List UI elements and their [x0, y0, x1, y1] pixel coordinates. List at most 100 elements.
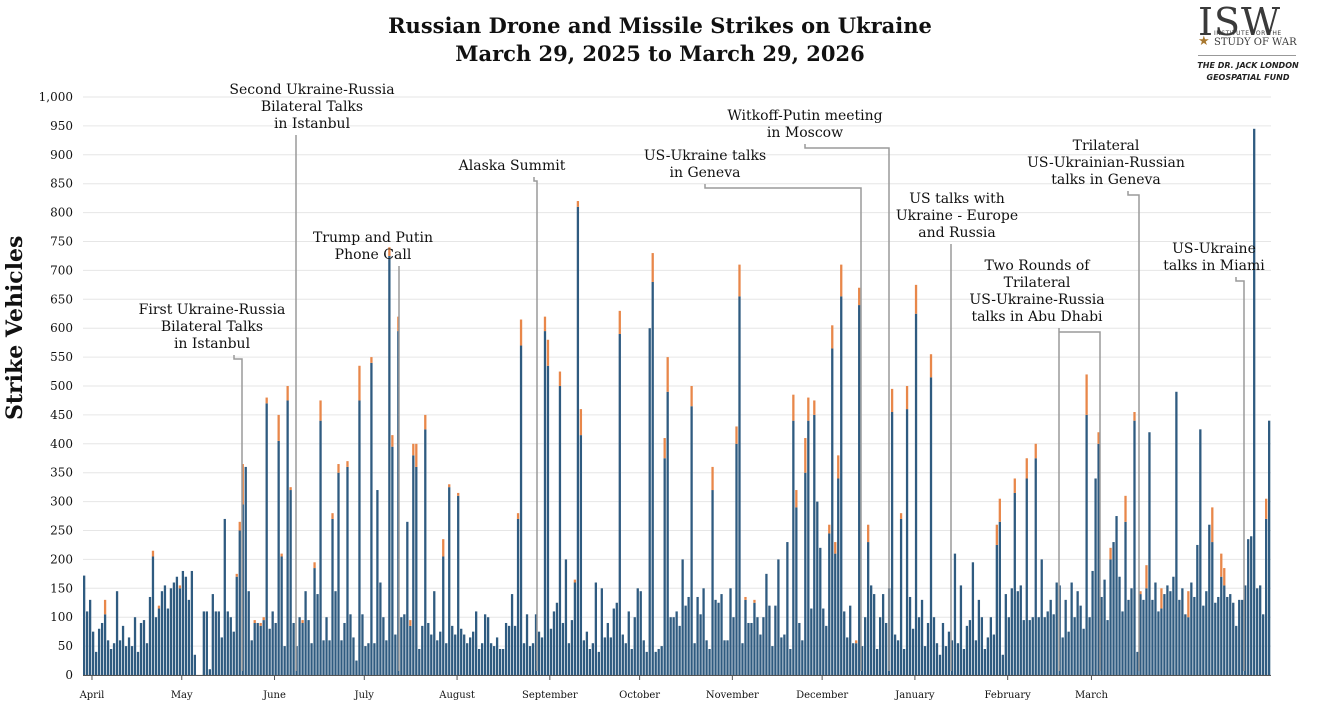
bar-base	[106, 640, 110, 675]
bar-base	[792, 420, 795, 675]
bar-base	[1130, 588, 1133, 675]
bar-base	[828, 533, 831, 675]
y-tick-label: 900	[50, 148, 73, 162]
bar-base	[837, 478, 840, 675]
bar-base	[486, 617, 490, 675]
bar-base	[1004, 594, 1007, 675]
bar-top	[1211, 507, 1214, 543]
bar-top	[807, 397, 810, 421]
bar-top	[1034, 443, 1037, 459]
bar-base	[669, 617, 672, 675]
bar-base	[409, 625, 412, 675]
bar-top	[890, 388, 894, 413]
bar-base	[738, 296, 741, 675]
bar-base	[1142, 599, 1145, 675]
bar-top	[995, 524, 998, 545]
bar-base	[1208, 524, 1211, 675]
y-tick-label: 500	[50, 379, 73, 393]
bar-base	[516, 518, 520, 675]
bar-base	[187, 599, 191, 675]
bar-top	[151, 550, 155, 557]
bar-top	[277, 414, 280, 441]
bar-base	[1094, 478, 1097, 675]
bar-base	[1019, 585, 1022, 675]
annotation-text: First Ukraine-Russia	[139, 302, 286, 318]
bar-base	[100, 622, 104, 675]
bar-base	[253, 622, 256, 675]
bar-base	[759, 634, 762, 675]
x-tick-label: April	[79, 690, 105, 701]
bar-base	[118, 640, 122, 675]
annotation-text: in Moscow	[767, 125, 843, 141]
annotation-text: Second Ukraine-Russia	[229, 82, 394, 98]
bar-base	[702, 588, 705, 675]
bar-base	[1112, 542, 1115, 675]
bar-base	[415, 466, 418, 675]
bar-top	[651, 253, 654, 282]
bar-base	[908, 596, 912, 675]
y-tick-label: 300	[50, 495, 73, 509]
bar-top	[262, 617, 265, 621]
bar-base	[654, 651, 657, 675]
bar-top	[546, 339, 550, 366]
bar-base	[169, 588, 173, 675]
bar-base	[139, 622, 143, 675]
bar-base	[720, 594, 723, 675]
bar-base	[965, 625, 969, 675]
bar-base	[1226, 596, 1229, 675]
bar-base	[103, 614, 107, 675]
bar-base	[624, 643, 627, 675]
y-tick-label: 200	[50, 552, 73, 566]
bar-base	[1082, 628, 1085, 675]
bar-base	[121, 625, 125, 675]
bar-base	[1016, 591, 1019, 675]
bar-base	[875, 648, 879, 675]
bar-base	[1265, 518, 1268, 675]
bar-base	[1217, 596, 1220, 675]
bar-base	[1247, 539, 1250, 675]
bar-base	[85, 611, 89, 675]
bar-base	[690, 406, 693, 675]
bar-base	[732, 617, 735, 675]
chart-title: Russian Drone and Missile Strikes on Ukr…	[260, 12, 1060, 68]
logo-fund-line-1: THE DR. JACK LONDON	[1197, 61, 1299, 70]
bar-base	[849, 605, 852, 675]
bar-base	[358, 400, 361, 675]
bar-base	[552, 611, 556, 675]
annotation-leader	[1059, 331, 1101, 671]
bar-base	[1166, 585, 1169, 675]
bar-base	[944, 646, 948, 675]
bar-base	[570, 620, 574, 675]
bar-base	[325, 617, 328, 675]
bar-base	[388, 255, 391, 675]
bar-base	[615, 602, 618, 675]
bar-base	[956, 643, 960, 675]
bar-base	[992, 634, 995, 675]
bar-top	[391, 435, 394, 447]
bar-top	[573, 579, 577, 583]
bar-top	[519, 319, 523, 346]
bar-base	[771, 646, 774, 675]
bar-base	[756, 617, 759, 675]
annotation-text: US talks with	[909, 191, 1005, 207]
annotation-text: Alaska Summit	[458, 158, 566, 174]
bar-base	[211, 594, 214, 675]
bar-base	[421, 625, 424, 675]
logo-mark: ISW	[1198, 0, 1282, 44]
bar-top	[579, 409, 583, 436]
bar-base	[283, 646, 286, 675]
bar-base	[741, 643, 744, 675]
bar-base	[412, 455, 415, 675]
bar-base	[795, 507, 798, 675]
annotation-text: US-Ukraine	[1172, 241, 1256, 257]
bar-base	[783, 634, 786, 675]
x-axis: April May June July August September October No…	[79, 675, 1271, 701]
bar-base	[208, 669, 211, 675]
bar-top	[1220, 553, 1223, 577]
bar-base	[1154, 582, 1157, 675]
bar-base	[478, 648, 481, 675]
bar-base	[1055, 582, 1058, 675]
bar-top	[1133, 412, 1136, 421]
